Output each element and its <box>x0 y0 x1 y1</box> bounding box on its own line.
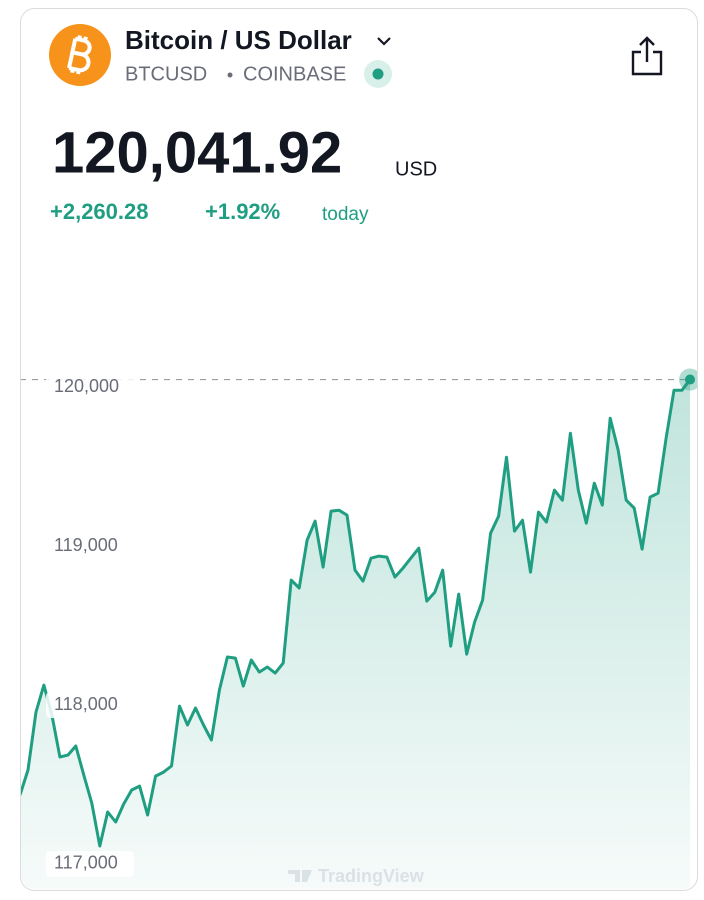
title: Bitcoin / US Dollar <box>125 25 352 55</box>
share-button[interactable] <box>631 36 663 76</box>
exchange: COINBASE <box>243 63 346 85</box>
period: today <box>322 204 369 225</box>
price: 120,041.92 <box>52 120 342 185</box>
y-tick-label: 117,000 <box>54 853 118 873</box>
area <box>21 379 690 889</box>
y-tick-label-bg <box>46 850 134 877</box>
last-point <box>685 374 695 385</box>
price-line <box>21 378 692 848</box>
coin-symbol <box>67 35 92 75</box>
y-tick-label-bg <box>46 533 134 560</box>
symbol: BTCUSD <box>125 63 207 85</box>
dropdown-chevron[interactable] <box>377 37 391 46</box>
y-tick-label-bg <box>46 692 134 719</box>
y-tick-label: 120,000 <box>54 376 119 396</box>
y-tick-label-bg <box>46 374 134 401</box>
y-tick-label: 119,000 <box>54 535 118 555</box>
change: +2,260.28 <box>50 199 148 224</box>
change-percent: +1.92% <box>205 199 280 224</box>
separator <box>227 72 233 78</box>
currency: USD <box>395 158 437 180</box>
status-dot <box>372 68 384 80</box>
y-tick-label: 118,000 <box>54 694 118 714</box>
